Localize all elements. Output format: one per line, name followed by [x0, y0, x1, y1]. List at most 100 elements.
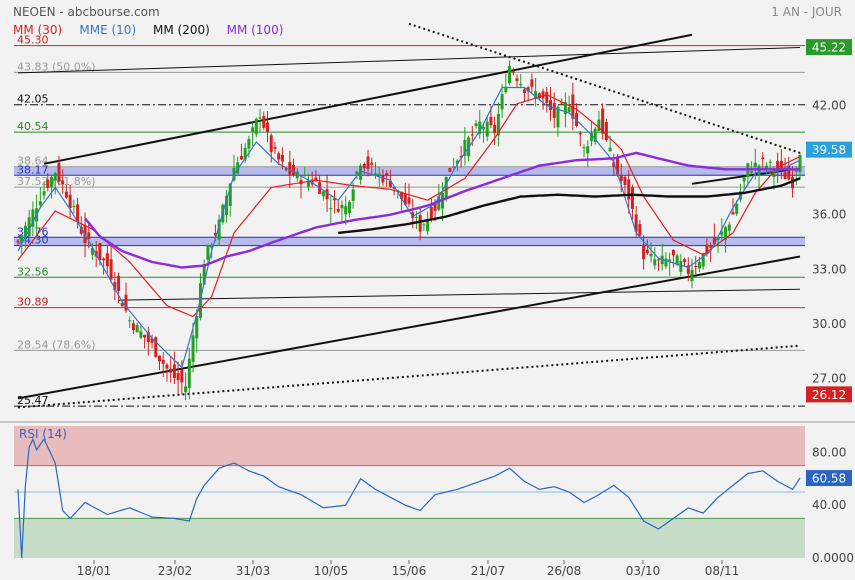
candle-body-84 — [329, 208, 333, 210]
candle-body-63 — [251, 127, 255, 133]
period-high-badge: 45.22 — [812, 41, 846, 55]
candle-body-209 — [794, 169, 798, 172]
candle-body-155 — [593, 128, 597, 143]
candle-body-40 — [165, 364, 169, 369]
candle-body-164 — [627, 179, 631, 200]
price-band-1 — [14, 237, 805, 246]
candle-body-65 — [258, 117, 262, 119]
candle-body-91 — [355, 171, 359, 175]
candle-body-44 — [180, 369, 184, 383]
candle-body-157 — [601, 108, 605, 134]
candle-body-23 — [102, 258, 106, 261]
candle-body-149 — [571, 94, 575, 119]
candle-body-175 — [668, 259, 672, 263]
candle-body-124 — [478, 121, 482, 134]
candle-body-29 — [124, 294, 128, 311]
candle-body-116 — [448, 167, 452, 172]
trend-line-2 — [118, 288, 801, 301]
candle-body-83 — [325, 189, 329, 200]
price-level-label-4: 38.64 — [17, 155, 49, 168]
candle-body-51 — [206, 245, 210, 260]
candle-body-1 — [20, 235, 24, 242]
candle-body-131 — [504, 87, 508, 93]
period-high-badge-bg — [806, 39, 852, 56]
candle-body-100 — [388, 180, 392, 188]
price-axis-tick-4: 42.00 — [812, 99, 846, 113]
legend-item-1: MME (10) — [79, 23, 136, 37]
candle-body-153 — [586, 146, 590, 154]
candle-body-166 — [634, 214, 638, 232]
candle-body-77 — [303, 175, 307, 177]
candle-body-158 — [604, 122, 608, 140]
candle-body-75 — [295, 171, 299, 179]
candle-body-53 — [213, 233, 217, 236]
price-level-label-6: 37.52 (61.8%) — [17, 175, 96, 188]
candle-body-144 — [552, 102, 556, 118]
candle-body-0 — [16, 240, 20, 243]
candle-body-64 — [254, 118, 258, 135]
price-level-label-9: 32.56 — [17, 265, 49, 278]
candle-body-190 — [724, 227, 728, 240]
candle-body-52 — [210, 246, 214, 248]
price-panel-bg — [0, 0, 855, 422]
candle-body-191 — [727, 224, 731, 231]
candle-body-151 — [578, 133, 582, 135]
candle-body-89 — [347, 201, 351, 214]
candle-body-86 — [336, 208, 340, 212]
candle-body-112 — [433, 202, 437, 211]
candle-body-90 — [351, 189, 355, 201]
candle-body-120 — [463, 139, 467, 156]
candle-body-128 — [493, 124, 497, 134]
candle-body-8 — [46, 179, 50, 189]
candle-body-96 — [373, 173, 377, 176]
candle-body-47 — [191, 335, 195, 362]
candle-body-57 — [228, 183, 232, 206]
candle-body-208 — [791, 177, 795, 189]
candle-body-167 — [638, 224, 642, 236]
candle-body-85 — [333, 198, 337, 201]
candle-body-35 — [146, 331, 150, 343]
candle-body-133 — [511, 71, 515, 73]
candle-body-141 — [541, 91, 545, 99]
candle-body-56 — [225, 195, 229, 216]
candle-body-184 — [701, 253, 705, 267]
candle-body-68 — [269, 135, 273, 153]
candle-body-71 — [280, 154, 284, 162]
candle-body-156 — [597, 119, 601, 132]
candle-body-14 — [68, 194, 72, 209]
candle-body-24 — [105, 253, 109, 267]
rsi-oversold-zone — [14, 518, 805, 558]
price-axis-tick-3: 36.00 — [812, 208, 846, 222]
candle-body-78 — [306, 180, 310, 187]
candle-body-61 — [243, 147, 247, 160]
candle-body-20 — [90, 247, 94, 255]
price-axis-tick-2: 33.00 — [812, 262, 846, 276]
candle-body-103 — [400, 191, 404, 200]
x-tick-label-5: 21/07 — [471, 564, 506, 578]
candle-body-62 — [247, 139, 251, 149]
legend-item-2: MM (200) — [153, 23, 210, 37]
candle-body-12 — [61, 180, 65, 185]
candle-body-88 — [344, 206, 348, 215]
candle-body-72 — [284, 168, 288, 170]
candle-body-97 — [377, 173, 381, 175]
mm100-line — [84, 151, 800, 269]
candle-body-195 — [742, 177, 746, 182]
candle-body-74 — [292, 164, 296, 176]
candle-body-46 — [187, 358, 191, 389]
candle-body-177 — [675, 255, 679, 266]
candle-body-27 — [117, 275, 121, 291]
candle-body-45 — [184, 386, 188, 393]
candle-body-182 — [694, 266, 698, 268]
candle-body-92 — [359, 165, 363, 180]
candle-body-107 — [414, 216, 418, 218]
trend-line-3 — [17, 46, 801, 74]
candle-body-4 — [31, 209, 35, 227]
mm30-line — [17, 94, 801, 318]
price-level-label-2: 42.05 — [17, 93, 49, 106]
candle-body-87 — [340, 204, 344, 209]
candle-body-192 — [731, 212, 735, 215]
x-tick-label-7: 03/10 — [626, 564, 661, 578]
candle-body-99 — [385, 173, 389, 177]
x-tick-label-8: 08/11 — [705, 564, 740, 578]
